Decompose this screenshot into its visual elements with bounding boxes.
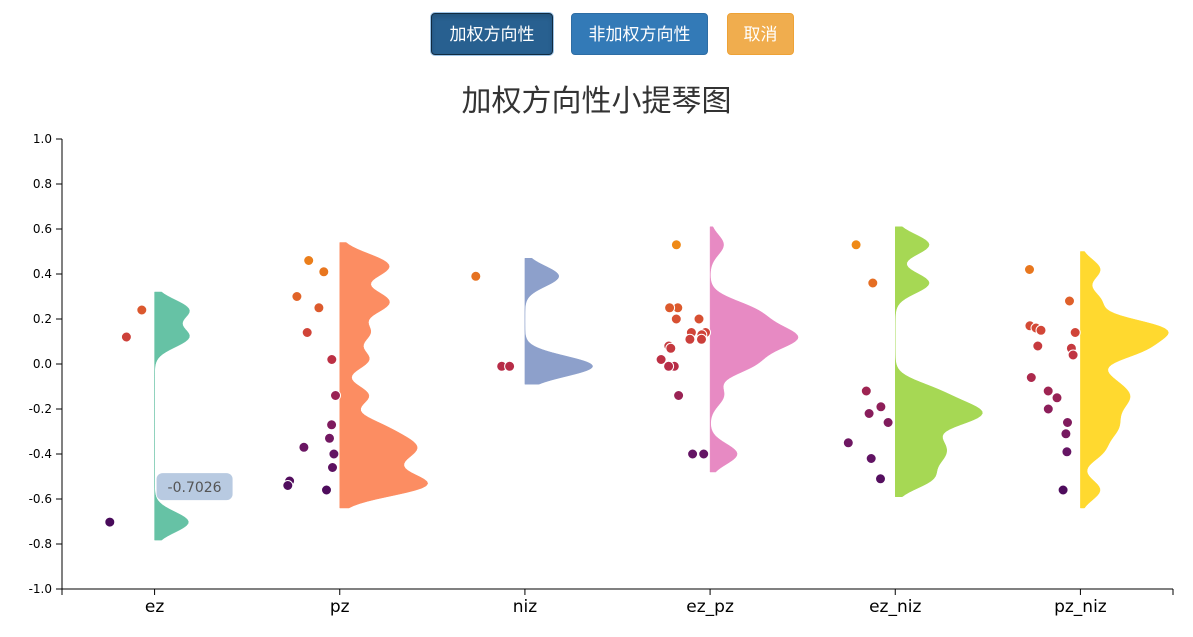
- y-tick-label: -0.6: [29, 492, 52, 506]
- data-point-ez_pz: [655, 354, 667, 365]
- data-point-ez_pz: [673, 390, 685, 401]
- data-point-pz: [324, 432, 335, 444]
- violin-ez_pz: [709, 226, 799, 473]
- data-point-pz: [330, 390, 341, 401]
- data-point-pz_niz: [1035, 324, 1047, 336]
- data-point-ez_pz: [664, 302, 676, 314]
- data-point-ez_niz: [875, 401, 887, 413]
- x-tick-label: pz_niz: [1054, 597, 1107, 617]
- y-tick-label: 0.6: [33, 222, 52, 236]
- data-point-ez_pz: [670, 313, 682, 325]
- data-point-pz_niz: [1025, 372, 1037, 383]
- data-point-pz: [303, 255, 315, 266]
- data-point-pz: [327, 462, 338, 473]
- y-tick-label: 0.0: [33, 357, 52, 371]
- data-point-pz: [313, 302, 325, 314]
- data-point-ez_niz: [875, 473, 886, 485]
- data-point-pz: [291, 291, 303, 302]
- data-point-niz: [504, 360, 516, 372]
- data-point-pz_niz: [1057, 484, 1069, 496]
- y-tick-label: -0.2: [29, 402, 52, 416]
- data-point-ez_niz: [842, 437, 854, 449]
- data-point-ez: [120, 331, 132, 343]
- data-point-pz: [326, 354, 338, 365]
- x-tick-label: pz: [330, 597, 350, 617]
- data-point-ez_niz: [867, 277, 879, 289]
- data-point-ez_pz: [696, 333, 707, 345]
- data-point-pz: [318, 266, 330, 278]
- data-point-pz_niz: [1062, 417, 1073, 428]
- data-point-ez: [136, 304, 148, 316]
- data-point-ez_pz: [693, 313, 705, 325]
- y-tick-label: 0.2: [33, 312, 52, 326]
- data-point-pz_niz: [1067, 349, 1079, 361]
- violin-pz_niz: [1080, 251, 1169, 509]
- data-point-ez: [104, 516, 116, 528]
- x-tick-label: niz: [513, 597, 537, 617]
- data-point-pz_niz: [1064, 295, 1075, 307]
- x-tick-label: ez_niz: [869, 597, 921, 617]
- cancel-button[interactable]: 取消: [727, 13, 794, 55]
- violin-niz: [524, 258, 593, 385]
- data-point-niz: [470, 270, 482, 282]
- data-point-ez_pz: [663, 360, 675, 372]
- y-tick-label: 1.0: [33, 132, 52, 146]
- weighted-directionality-button[interactable]: 加权方向性: [431, 13, 553, 55]
- data-point-pz_niz: [1032, 340, 1044, 352]
- data-point-pz_niz: [1042, 403, 1054, 415]
- violin-ez_niz: [895, 226, 983, 497]
- data-point-pz: [282, 480, 294, 491]
- y-tick-label: -0.8: [29, 537, 52, 551]
- data-point-pz_niz: [1060, 428, 1072, 440]
- data-point-ez_niz: [863, 408, 875, 419]
- data-point-ez_pz: [698, 448, 710, 460]
- violin-pz: [339, 242, 429, 509]
- data-point-pz: [326, 419, 338, 431]
- data-point-ez_niz: [850, 239, 862, 251]
- data-point-ez_pz: [687, 448, 699, 460]
- data-point-ez_pz: [665, 342, 677, 354]
- x-tick-label: ez: [145, 597, 164, 617]
- x-tick-label: ez_pz: [686, 597, 734, 617]
- data-point-ez_pz: [670, 239, 682, 251]
- data-point-ez_pz: [684, 333, 696, 345]
- chart-title: 加权方向性小提琴图: [461, 84, 732, 119]
- data-point-ez_niz: [882, 417, 894, 428]
- data-point-pz: [298, 441, 310, 453]
- data-point-pz: [321, 484, 332, 496]
- violin-ez: [154, 291, 190, 541]
- data-point-pz_niz: [1061, 446, 1073, 458]
- tooltip-box: [156, 473, 233, 501]
- data-point-pz: [328, 448, 340, 460]
- unweighted-directionality-button[interactable]: 非加权方向性: [571, 13, 708, 55]
- data-point-ez_niz: [865, 453, 877, 464]
- y-tick-label: -0.4: [29, 447, 52, 461]
- y-tick-label: 0.4: [33, 267, 52, 281]
- y-tick-label: 0.8: [33, 177, 52, 191]
- data-point-pz: [301, 327, 313, 338]
- data-point-pz_niz: [1069, 327, 1081, 338]
- tooltip-value: -0.7026: [168, 480, 222, 496]
- data-point-ez_niz: [860, 385, 872, 397]
- data-point-pz_niz: [1042, 385, 1054, 397]
- data-point-pz_niz: [1024, 264, 1035, 275]
- y-tick-label: -1.0: [29, 582, 52, 596]
- data-point-pz_niz: [1051, 392, 1063, 404]
